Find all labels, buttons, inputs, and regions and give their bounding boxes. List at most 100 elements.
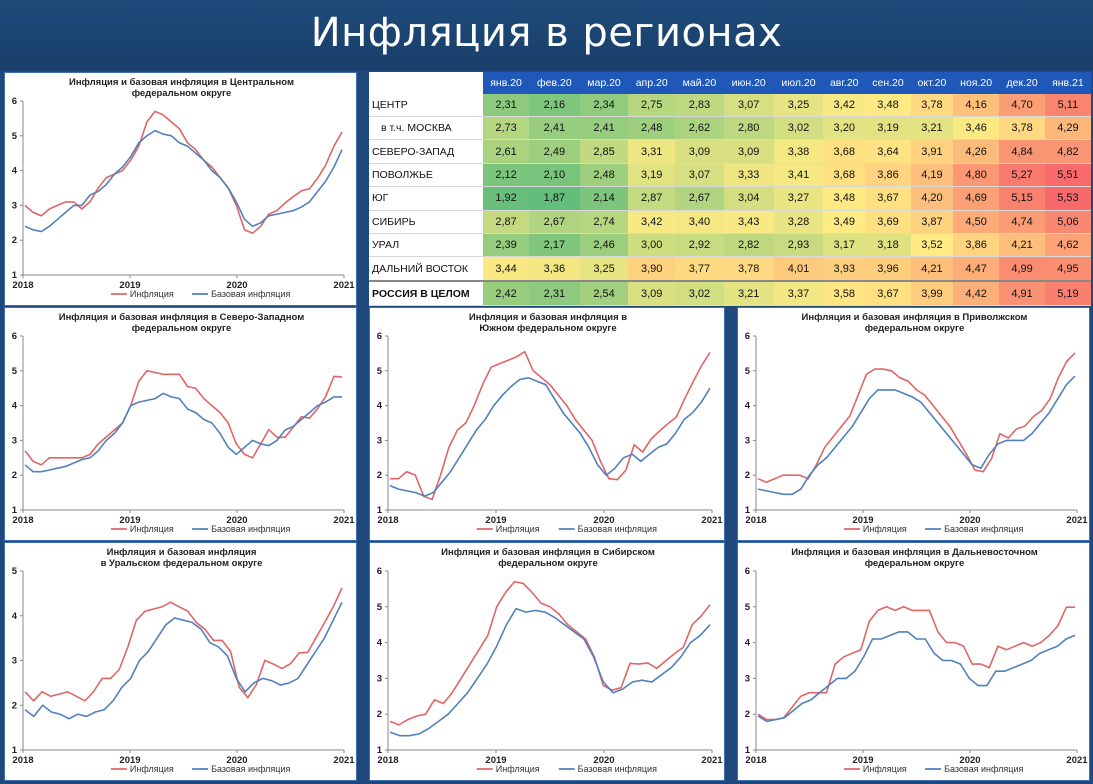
table-cell: 2,87 xyxy=(483,210,530,234)
series-line-core-inflation xyxy=(757,375,1076,496)
table-cell: 4,99 xyxy=(999,256,1045,282)
table-cell: 3,48 xyxy=(865,94,911,117)
series-line-inflation xyxy=(24,587,343,702)
table-cell: 3,52 xyxy=(910,233,953,258)
table-cell: 3,78 xyxy=(723,256,774,282)
table-cell: 3,68 xyxy=(823,139,866,164)
table-cell: 2,42 xyxy=(483,280,530,307)
table-cell: 4,74 xyxy=(999,210,1045,234)
table-cell: 3,37 xyxy=(773,280,824,307)
y-tick-label: 3 xyxy=(377,435,382,446)
legend-label: Базовая инфляция xyxy=(211,289,290,299)
table-cell: 5,53 xyxy=(1044,186,1091,211)
table-cell: 5,19 xyxy=(1044,280,1091,307)
table-cell: 4,95 xyxy=(1044,256,1091,282)
table-cell: 3,25 xyxy=(579,256,629,282)
chart-title: федеральном округе xyxy=(498,558,598,569)
table-cell: 3,41 xyxy=(773,163,824,188)
table-cell: 2,49 xyxy=(529,139,580,164)
table-cell: 3,19 xyxy=(865,116,911,141)
y-tick-label: 3 xyxy=(377,673,382,684)
x-tick-label: 2020 xyxy=(593,515,614,526)
x-tick-label: 2020 xyxy=(226,280,247,291)
table-column-header: окт.20 xyxy=(910,72,953,94)
legend-label: Инфляция xyxy=(863,524,907,534)
table-cell: 3,44 xyxy=(483,256,530,282)
y-tick-label: 4 xyxy=(377,401,383,412)
table-header-corner xyxy=(369,72,483,94)
chart-panel-siberia: Инфляция и базовая инфляция в Сибирском ф… xyxy=(369,542,725,781)
y-tick-label: 3 xyxy=(745,673,750,684)
x-tick-label: 2021 xyxy=(333,515,355,526)
table-column-header: июн.20 xyxy=(723,72,774,94)
table-cell: 2,16 xyxy=(529,94,580,117)
y-tick-label: 3 xyxy=(745,435,750,446)
chart-title: федеральном округе xyxy=(865,558,965,569)
table-cell: 3,93 xyxy=(823,256,866,282)
table-cell: 3,42 xyxy=(628,210,675,234)
chart-panel-fareast: Инфляция и базовая инфляция в Дальневост… xyxy=(737,542,1090,781)
table-cell: 3,78 xyxy=(999,116,1045,141)
y-tick-label: 5 xyxy=(12,131,18,142)
y-tick-label: 2 xyxy=(377,470,382,481)
table-cell: 2,14 xyxy=(579,186,629,211)
table-cell: 2,80 xyxy=(723,116,774,141)
y-tick-label: 5 xyxy=(745,602,751,613)
table-cell: 3,91 xyxy=(910,139,953,164)
legend-label: Базовая инфляция xyxy=(211,524,290,534)
table-cell: 3,69 xyxy=(865,210,911,234)
table-column-header: фев.20 xyxy=(529,72,580,94)
legend-label: Инфляция xyxy=(130,289,174,299)
table-cell: 3,86 xyxy=(952,233,1000,258)
legend-label: Базовая инфляция xyxy=(578,524,657,534)
y-tick-label: 3 xyxy=(12,656,17,667)
table-row-label: СИБИРЬ xyxy=(369,210,483,234)
table-cell: 3,77 xyxy=(674,256,724,282)
series-line-inflation xyxy=(24,110,343,235)
x-tick-label: 2019 xyxy=(852,755,873,766)
table-cell: 2,92 xyxy=(674,233,724,258)
chart-siberia: Инфляция и базовая инфляция в Сибирскомф… xyxy=(377,547,724,774)
table-column-header: дек.20 xyxy=(999,72,1045,94)
x-tick-label: 2021 xyxy=(333,280,355,291)
series-line-core-inflation xyxy=(389,376,711,497)
y-tick-label: 2 xyxy=(12,470,17,481)
x-tick-label: 2020 xyxy=(959,755,980,766)
chart-title: Инфляция и базовая инфляция в Сибирском xyxy=(441,547,655,558)
inflation-table-panel: янв.20 фев.20 мар.20 апр.20 май.20 июн.20 июл.… xyxy=(369,72,1091,307)
table-cell: 3,21 xyxy=(910,116,953,141)
table-row-label: РОССИЯ В ЦЕЛОМ xyxy=(369,280,483,307)
chart-panel-volga: Инфляция и базовая инфляция в Приволжско… xyxy=(737,307,1090,541)
table-cell: 3,49 xyxy=(823,210,866,234)
chart-title: в Уральском федеральном округе xyxy=(101,558,263,569)
table-cell: 2,46 xyxy=(579,233,629,258)
table-cell: 3,42 xyxy=(823,94,866,117)
y-tick-label: 2 xyxy=(12,235,17,246)
x-tick-label: 2021 xyxy=(701,515,723,526)
table-cell: 3,36 xyxy=(529,256,580,282)
table-column-header: июл.20 xyxy=(773,72,824,94)
y-tick-label: 1 xyxy=(12,745,18,756)
chart-panel-northwest: Инфляция и базовая инфляция в Северо-Зап… xyxy=(4,307,357,541)
table-cell: 3,27 xyxy=(773,186,824,211)
chart-title: Инфляция и базовая инфляция в Центрально… xyxy=(69,77,294,88)
table-cell: 3,09 xyxy=(628,280,675,307)
table-row-label: ЮГ xyxy=(369,186,483,211)
legend-label: Инфляция xyxy=(130,764,174,774)
x-tick-label: 2020 xyxy=(593,755,614,766)
table-cell: 5,15 xyxy=(999,186,1045,211)
table-cell: 4,26 xyxy=(952,139,1000,164)
table-row: в т.ч. МОСКВА 2,73 2,41 2,41 2,48 2,62 2,80 3,0… xyxy=(369,116,1091,141)
x-tick-label: 2018 xyxy=(12,280,33,291)
table-cell: 2,73 xyxy=(483,116,530,141)
table-cell: 2,75 xyxy=(628,94,675,117)
series-line-core-inflation xyxy=(24,392,342,473)
table-cell: 4,50 xyxy=(952,210,1000,234)
table-cell: 2,39 xyxy=(483,233,530,258)
y-tick-label: 5 xyxy=(12,566,18,577)
table-cell: 3,38 xyxy=(773,139,824,164)
table-cell: 4,21 xyxy=(910,256,953,282)
table-cell: 2,17 xyxy=(529,233,580,258)
x-tick-label: 2018 xyxy=(12,515,33,526)
series-line-inflation xyxy=(757,605,1075,721)
